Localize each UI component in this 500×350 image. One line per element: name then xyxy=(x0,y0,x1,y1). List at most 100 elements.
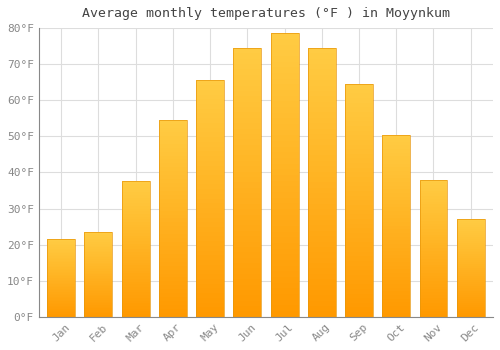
Bar xyxy=(47,262,75,264)
Bar xyxy=(122,290,150,293)
Bar xyxy=(420,226,448,229)
Bar xyxy=(47,315,75,317)
Bar xyxy=(308,139,336,145)
Bar xyxy=(122,190,150,192)
Bar xyxy=(270,277,298,283)
Bar xyxy=(84,269,112,271)
Bar xyxy=(47,306,75,308)
Bar xyxy=(196,156,224,161)
Bar xyxy=(159,206,187,211)
Bar xyxy=(234,247,262,252)
Bar xyxy=(196,90,224,94)
Bar xyxy=(84,249,112,251)
Bar xyxy=(420,251,448,254)
Bar xyxy=(382,167,410,171)
Bar xyxy=(457,248,484,251)
Bar xyxy=(84,232,112,317)
Bar xyxy=(122,241,150,244)
Bar xyxy=(122,306,150,309)
Bar xyxy=(420,309,448,311)
Bar xyxy=(234,155,262,161)
Bar xyxy=(84,285,112,286)
Bar xyxy=(457,247,484,248)
Bar xyxy=(234,225,262,231)
Bar xyxy=(159,144,187,148)
Bar xyxy=(122,312,150,314)
Bar xyxy=(159,215,187,218)
Bar xyxy=(270,209,298,215)
Bar xyxy=(457,227,484,229)
Bar xyxy=(270,147,298,153)
Bar xyxy=(84,259,112,261)
Bar xyxy=(196,293,224,298)
Bar xyxy=(122,211,150,214)
Bar xyxy=(420,218,448,221)
Bar xyxy=(270,215,298,220)
Bar xyxy=(122,293,150,295)
Bar xyxy=(382,302,410,306)
Bar xyxy=(270,68,298,73)
Bar xyxy=(234,166,262,172)
Bar xyxy=(159,289,187,293)
Bar xyxy=(345,303,373,308)
Bar xyxy=(308,118,336,123)
Bar xyxy=(345,280,373,284)
Bar xyxy=(84,246,112,247)
Bar xyxy=(122,287,150,290)
Bar xyxy=(420,212,448,215)
Bar xyxy=(457,245,484,247)
Bar xyxy=(382,153,410,156)
Bar xyxy=(457,262,484,264)
Bar xyxy=(84,276,112,278)
Bar xyxy=(47,244,75,245)
Bar xyxy=(420,237,448,240)
Bar xyxy=(196,99,224,104)
Bar xyxy=(196,137,224,142)
Bar xyxy=(84,236,112,237)
Bar xyxy=(234,48,262,317)
Bar xyxy=(457,292,484,293)
Bar xyxy=(270,254,298,260)
Bar xyxy=(270,50,298,56)
Bar xyxy=(159,199,187,203)
Bar xyxy=(345,149,373,154)
Bar xyxy=(308,204,336,209)
Bar xyxy=(345,187,373,191)
Bar xyxy=(234,85,262,91)
Bar xyxy=(308,252,336,258)
Bar xyxy=(84,264,112,266)
Bar xyxy=(457,219,484,221)
Bar xyxy=(345,256,373,261)
Bar xyxy=(84,310,112,312)
Bar xyxy=(159,305,187,309)
Bar xyxy=(270,96,298,101)
Bar xyxy=(159,167,187,171)
Bar xyxy=(345,140,373,145)
Bar xyxy=(234,236,262,242)
Bar xyxy=(159,254,187,258)
Bar xyxy=(47,269,75,270)
Bar xyxy=(308,290,336,295)
Bar xyxy=(196,284,224,288)
Bar xyxy=(345,131,373,135)
Bar xyxy=(270,226,298,232)
Bar xyxy=(345,308,373,312)
Bar xyxy=(382,134,410,317)
Bar xyxy=(47,290,75,292)
Bar xyxy=(234,128,262,134)
Bar xyxy=(196,246,224,251)
Bar xyxy=(84,288,112,290)
Bar xyxy=(84,234,112,236)
Bar xyxy=(159,274,187,278)
Bar xyxy=(234,252,262,258)
Bar xyxy=(308,85,336,91)
Bar xyxy=(47,309,75,310)
Bar xyxy=(122,192,150,195)
Bar xyxy=(47,250,75,252)
Bar xyxy=(84,302,112,303)
Bar xyxy=(420,311,448,314)
Bar xyxy=(122,314,150,317)
Bar xyxy=(159,266,187,270)
Bar xyxy=(196,232,224,236)
Bar xyxy=(196,217,224,222)
